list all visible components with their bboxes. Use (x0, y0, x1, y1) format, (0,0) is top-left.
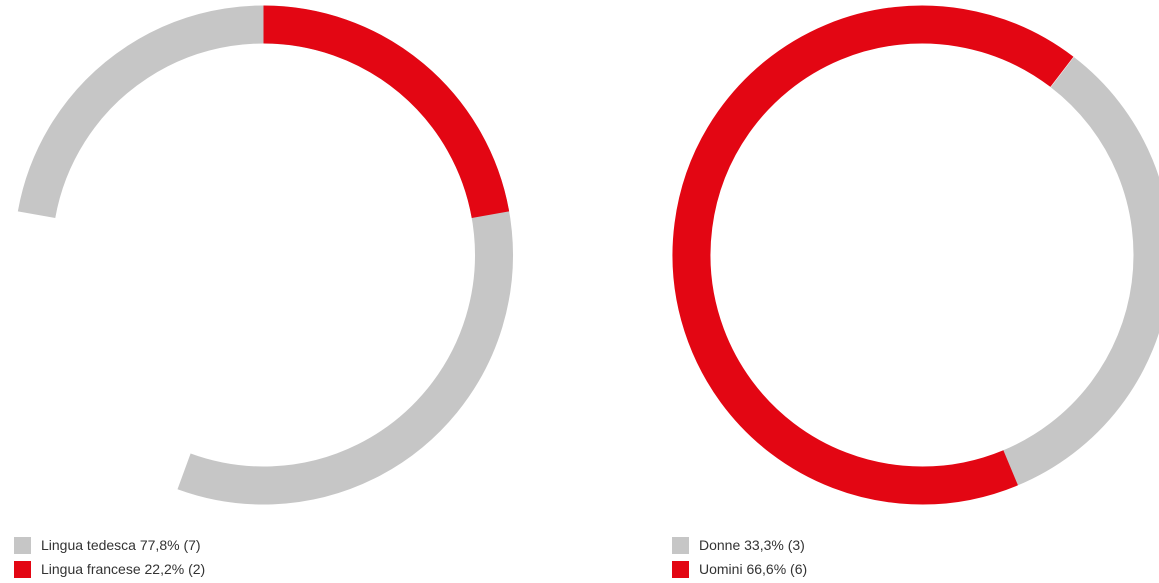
legend-swatch-men (672, 560, 689, 578)
legend-label-women: Donne 33,3% (3) (699, 537, 805, 553)
legend-swatch-german (14, 536, 31, 554)
donut-slice-women (1002, 57, 1159, 486)
donut-chart-language (17, 5, 513, 505)
legend-label-french: Lingua francese 22,2% (2) (41, 561, 206, 577)
legend-label-german: Lingua tedesca 77,8% (7) (41, 537, 201, 553)
legend-swatch-women (672, 536, 689, 554)
legend-gender: Donne 33,3% (3) Uomini 66,6% (6) (672, 536, 807, 578)
legend-label-men: Uomini 66,6% (6) (699, 561, 808, 577)
legend-item-women: Donne 33,3% (3) (672, 536, 807, 554)
legend-item-men: Uomini 66,6% (6) (672, 560, 807, 578)
donut-chart-gender (672, 5, 1159, 505)
legend-swatch-french (14, 560, 31, 578)
donut-slice-french (263, 5, 510, 219)
legend-language: Lingua tedesca 77,8% (7) Lingua francese… (14, 536, 205, 578)
donut-slice-men (672, 5, 1074, 505)
legend-item-french: Lingua francese 22,2% (2) (14, 560, 205, 578)
legend-item-german: Lingua tedesca 77,8% (7) (14, 536, 205, 554)
